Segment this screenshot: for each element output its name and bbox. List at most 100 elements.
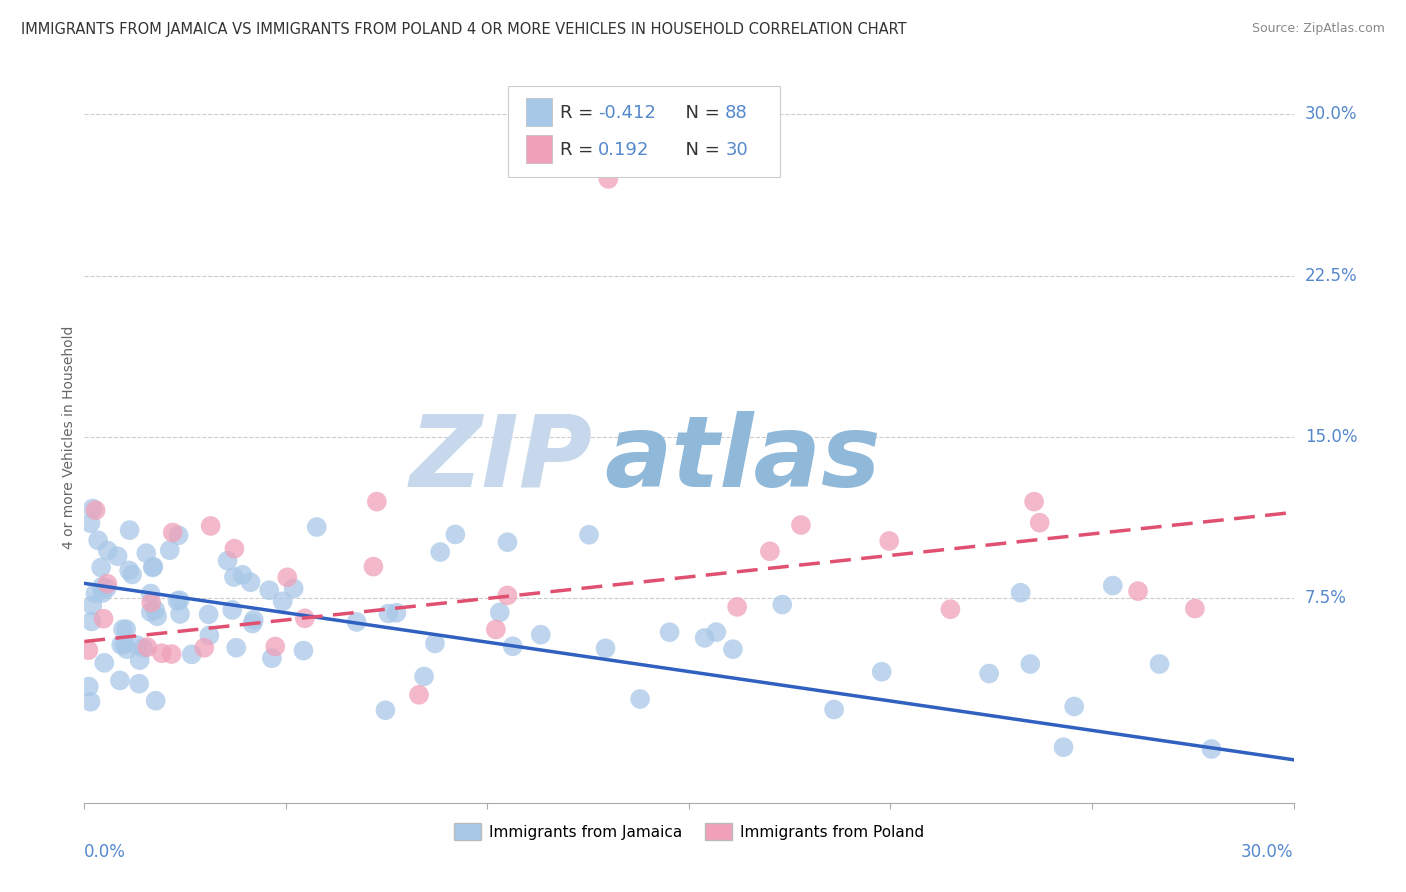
Point [132,641,155,656]
Point [242,616,264,631]
Text: 30: 30 [725,141,748,159]
Text: 22.5%: 22.5% [1305,267,1357,285]
Point [725,599,748,614]
Point [704,625,727,640]
Text: 7.5%: 7.5% [1305,590,1347,607]
Point [239,575,262,590]
Point [759,544,782,558]
Point [224,541,246,556]
Point [1101,578,1123,592]
Point [283,582,305,596]
FancyBboxPatch shape [508,86,780,178]
Point [77,680,100,694]
Point [97,543,120,558]
Point [1063,699,1085,714]
Point [110,638,132,652]
Point [260,651,283,665]
Point [1010,585,1032,599]
Point [112,638,135,652]
Point [1052,740,1074,755]
Point [217,554,239,568]
Point [243,613,266,627]
Point [1184,601,1206,615]
Point [488,606,510,620]
Point [82,599,104,613]
Point [193,640,215,655]
Point [79,516,101,530]
Point [169,593,191,607]
Point [169,607,191,621]
Point [150,646,173,660]
Point [1019,657,1042,671]
Point [658,625,681,640]
Point [121,567,143,582]
Point [90,580,112,594]
Point [135,546,157,560]
Point [166,594,188,608]
Point [93,612,115,626]
Point [1201,742,1223,756]
Point [294,611,316,625]
Point [408,688,430,702]
Point [221,603,243,617]
Point [366,494,388,508]
Point [160,647,183,661]
Point [595,641,617,656]
Point [96,581,118,595]
Point [125,638,148,652]
Point [271,594,294,608]
Point [180,648,202,662]
Point [721,642,744,657]
Point [84,586,107,600]
Text: ZIP: ZIP [409,410,592,508]
Point [292,643,315,657]
Point [82,501,104,516]
Y-axis label: 4 or more Vehicles in Household: 4 or more Vehicles in Household [62,326,76,549]
Point [770,598,793,612]
Point [167,528,190,542]
Point [363,559,385,574]
Point [423,636,446,650]
Point [413,669,436,683]
Point [143,603,166,617]
Text: 15.0%: 15.0% [1305,428,1357,446]
Text: N =: N = [675,104,725,122]
Point [693,631,716,645]
Point [377,607,399,621]
Point [93,656,115,670]
Point [115,622,138,636]
Point [200,519,222,533]
Point [162,525,184,540]
Point [141,596,163,610]
Point [496,588,519,602]
Point [118,523,141,537]
Point [108,673,131,688]
Point [115,642,138,657]
Point [80,615,103,629]
Point [979,666,1001,681]
Point [1028,516,1050,530]
Point [128,676,150,690]
Point [197,607,219,622]
Point [222,570,245,584]
Text: R =: R = [560,141,605,159]
FancyBboxPatch shape [526,98,553,126]
Point [139,586,162,600]
Point [198,628,221,642]
Text: 88: 88 [725,104,748,122]
Point [790,518,813,533]
Text: N =: N = [675,141,725,159]
Text: -0.412: -0.412 [599,104,657,122]
Point [496,535,519,549]
Point [530,628,553,642]
Point [96,576,118,591]
Point [1149,657,1171,671]
Point [276,570,298,584]
Point [84,503,107,517]
Legend: Immigrants from Jamaica, Immigrants from Poland: Immigrants from Jamaica, Immigrants from… [447,816,931,847]
Text: 30.0%: 30.0% [1305,105,1357,123]
Point [111,622,134,636]
Point [118,563,141,577]
Point [485,623,508,637]
Point [305,520,328,534]
